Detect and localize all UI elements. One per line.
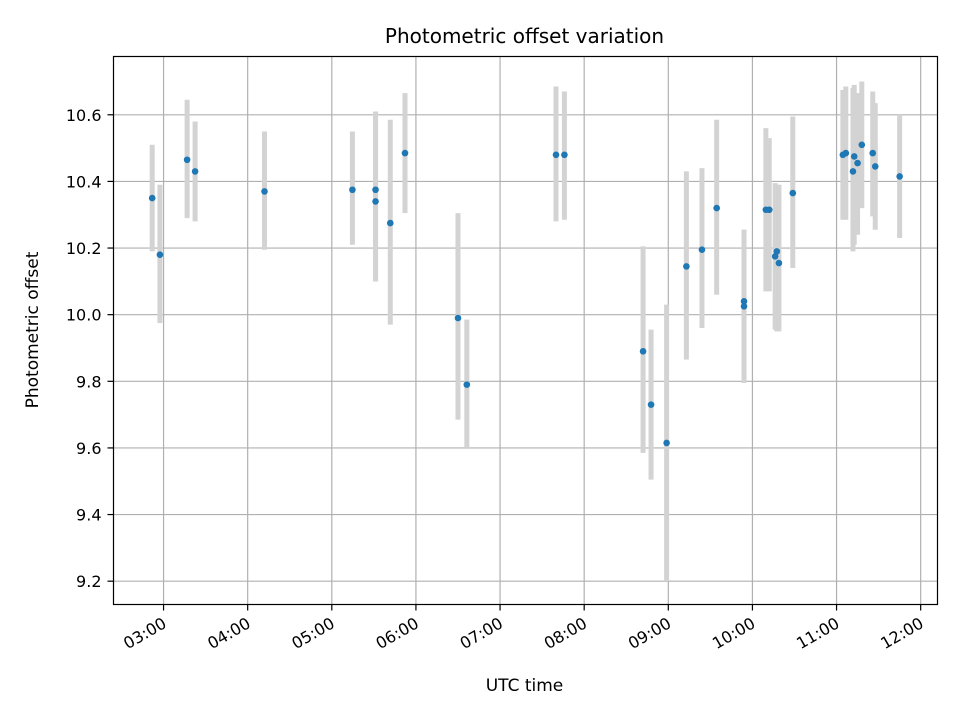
data-point [647, 401, 655, 408]
data-point [849, 168, 857, 175]
data-point [191, 168, 199, 175]
plot-frame [112, 55, 939, 606]
data-point [765, 206, 773, 214]
data-point [771, 253, 779, 260]
data-point [789, 189, 797, 197]
data-point [663, 439, 670, 447]
data-point [713, 204, 720, 212]
data-point [386, 219, 394, 227]
chart-title: Photometric offset variation [385, 24, 664, 48]
data-point [775, 259, 783, 267]
y-tick-label: 9.8 [76, 372, 101, 391]
data-points [148, 141, 903, 447]
data-point [850, 153, 858, 160]
y-tick-label: 10.4 [66, 172, 102, 191]
data-point [372, 186, 379, 194]
data-point [842, 149, 850, 157]
data-point [896, 173, 903, 180]
data-point [740, 303, 748, 310]
data-point [156, 251, 164, 259]
data-point [683, 263, 690, 270]
data-point [401, 149, 409, 157]
data-point [740, 298, 748, 305]
grid [113, 56, 938, 605]
data-point [454, 314, 462, 322]
data-point [854, 159, 861, 167]
data-point [372, 198, 379, 205]
data-point [183, 156, 191, 164]
data-point [148, 194, 156, 202]
data-point [639, 348, 647, 355]
x-axis-label: UTC time [486, 676, 564, 696]
data-point [349, 186, 356, 194]
y-tick-label: 10.6 [66, 106, 102, 125]
y-tick-label: 9.2 [76, 572, 101, 591]
y-tick-label: 9.6 [76, 439, 101, 458]
data-point [869, 149, 877, 157]
y-axis-label: Photometric offset [23, 251, 43, 408]
data-point [871, 163, 879, 170]
data-point [698, 246, 706, 254]
data-point [552, 151, 560, 159]
data-point [561, 151, 568, 159]
data-point [858, 141, 866, 149]
y-tick-label: 9.4 [76, 506, 101, 525]
y-tick-label: 10.0 [66, 306, 102, 325]
data-point [463, 381, 471, 388]
y-tick-label: 10.2 [66, 239, 102, 258]
data-point [773, 248, 781, 255]
data-point [261, 188, 268, 195]
